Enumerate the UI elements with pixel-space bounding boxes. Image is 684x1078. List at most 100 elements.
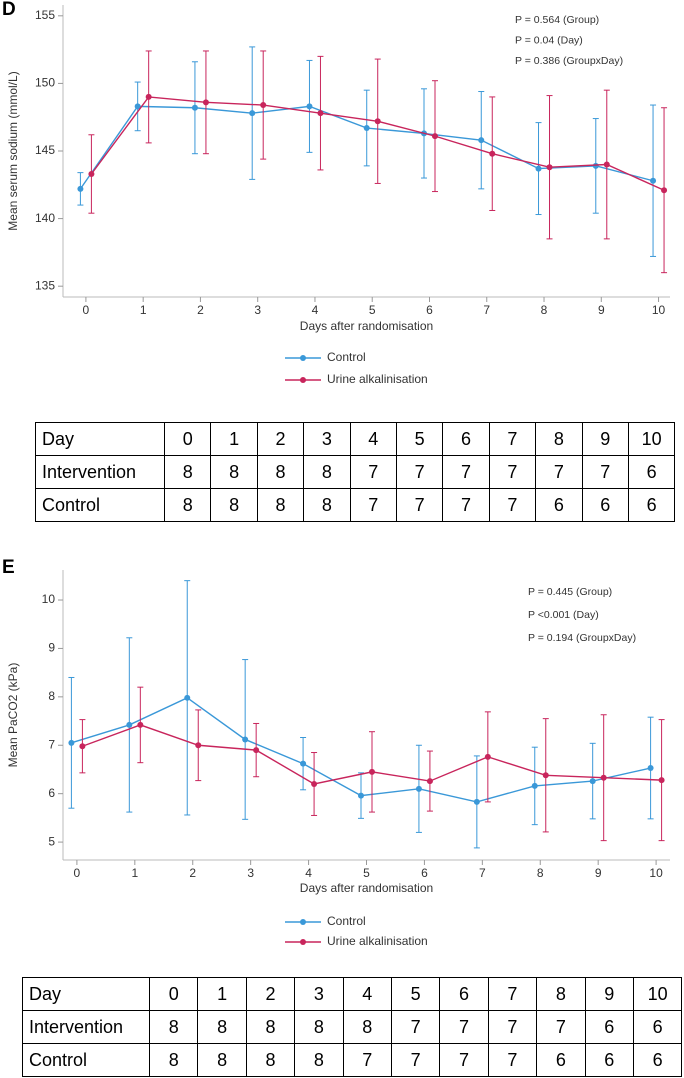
table-cell: 2 bbox=[245, 977, 296, 1011]
data-point bbox=[260, 102, 267, 109]
x-tick-label: 6 bbox=[421, 866, 428, 880]
data-point bbox=[253, 747, 260, 754]
table-cell: 7 bbox=[488, 488, 537, 522]
data-point bbox=[358, 792, 364, 799]
panel-label: E bbox=[2, 557, 15, 578]
table-row: Intervention 8 8 8 8 7 7 7 7 7 7 6 bbox=[35, 455, 676, 489]
table-cell: 8 bbox=[535, 422, 583, 456]
table-cell: 7 bbox=[390, 1010, 441, 1044]
y-tick-label: 140 bbox=[35, 211, 55, 225]
table-cell: 6 bbox=[581, 488, 629, 522]
table-cell: 7 bbox=[395, 455, 444, 489]
annotation: P = 0.386 (GroupxDay) bbox=[515, 55, 623, 67]
legend-label: Control bbox=[327, 350, 366, 364]
table-cell: 3 bbox=[294, 977, 344, 1011]
data-point bbox=[431, 133, 438, 140]
table-cell: 7 bbox=[349, 455, 397, 489]
annotation: P <0.001 (Day) bbox=[528, 609, 599, 621]
table-cell: 8 bbox=[294, 1043, 344, 1077]
x-tick-label: 5 bbox=[363, 866, 370, 880]
x-tick-label: 0 bbox=[74, 866, 81, 880]
x-tick-label: 3 bbox=[254, 303, 261, 317]
table-cell: 7 bbox=[390, 1043, 441, 1077]
table-cell: 7 bbox=[487, 1043, 538, 1077]
table-cell: 8 bbox=[256, 455, 305, 489]
table-cell: 6 bbox=[627, 488, 676, 522]
table-cell: 1 bbox=[197, 977, 247, 1011]
data-point bbox=[473, 798, 480, 805]
data-point bbox=[658, 777, 665, 784]
x-tick-label: 9 bbox=[598, 303, 605, 317]
table-cell: 6 bbox=[442, 422, 490, 456]
table-cell: 10 bbox=[632, 977, 683, 1011]
y-tick-label: 150 bbox=[35, 76, 55, 90]
x-axis-label: Days after randomisation bbox=[300, 881, 433, 895]
annotation: P = 0.04 (Day) bbox=[515, 34, 583, 46]
table-cell: 2 bbox=[256, 422, 305, 456]
table-cell: Day bbox=[22, 977, 150, 1011]
data-point bbox=[311, 780, 318, 787]
table-cell: 9 bbox=[581, 422, 629, 456]
table-cell: 6 bbox=[632, 1043, 683, 1077]
data-point bbox=[126, 721, 133, 728]
data-point bbox=[478, 137, 485, 144]
x-tick-label: 1 bbox=[140, 303, 147, 317]
table-cell: 7 bbox=[488, 455, 537, 489]
table-cell: 6 bbox=[439, 977, 489, 1011]
data-point bbox=[589, 778, 596, 785]
x-tick-label: 1 bbox=[131, 866, 138, 880]
data-point bbox=[426, 778, 433, 785]
table-cell: 7 bbox=[395, 488, 444, 522]
table-cell: 8 bbox=[210, 488, 258, 522]
table-cell: 7 bbox=[439, 1010, 489, 1044]
x-tick-label: 0 bbox=[83, 303, 90, 317]
y-tick-label: 155 bbox=[35, 8, 55, 22]
x-tick-label: 5 bbox=[369, 303, 376, 317]
x-axis-label: Days after randomisation bbox=[300, 319, 433, 333]
table-cell: 8 bbox=[303, 455, 351, 489]
table-cell: 7 bbox=[535, 455, 583, 489]
legend-marker bbox=[300, 939, 306, 945]
table-cell: 8 bbox=[163, 455, 212, 489]
y-axis-label: Mean PaCO2 (kPa) bbox=[6, 663, 20, 768]
table-cell: 4 bbox=[349, 422, 397, 456]
table-cell: 7 bbox=[442, 455, 490, 489]
data-point bbox=[546, 164, 553, 171]
legend-marker bbox=[300, 355, 306, 361]
y-tick-label: 9 bbox=[48, 641, 55, 655]
table-cell: Intervention bbox=[35, 455, 165, 489]
table-cell: Control bbox=[22, 1043, 150, 1077]
table-cell: 4 bbox=[342, 977, 392, 1011]
data-point bbox=[369, 768, 375, 775]
annotation: P = 0.564 (Group) bbox=[515, 14, 599, 26]
table-cell: 7 bbox=[439, 1043, 489, 1077]
data-point bbox=[79, 743, 86, 750]
data-point bbox=[145, 93, 152, 100]
data-point bbox=[415, 785, 422, 792]
x-tick-label: 2 bbox=[189, 866, 196, 880]
table-cell: 10 bbox=[627, 422, 676, 456]
table-cell: 8 bbox=[197, 1010, 247, 1044]
data-point bbox=[134, 103, 141, 110]
data-point bbox=[489, 150, 496, 157]
table-cell: 8 bbox=[342, 1010, 392, 1044]
y-tick-label: 10 bbox=[42, 592, 56, 606]
x-tick-label: 6 bbox=[426, 303, 433, 317]
table-cell: 1 bbox=[210, 422, 258, 456]
table-cell: 7 bbox=[487, 977, 538, 1011]
table-cell: 8 bbox=[163, 488, 212, 522]
table-cell: 7 bbox=[349, 488, 397, 522]
y-tick-label: 5 bbox=[48, 834, 55, 848]
table-cell: 6 bbox=[632, 1010, 683, 1044]
data-point bbox=[191, 104, 198, 111]
data-point bbox=[603, 161, 610, 168]
table-cell: 6 bbox=[584, 1010, 634, 1044]
legend-marker bbox=[300, 377, 306, 383]
table-cell: 7 bbox=[442, 488, 490, 522]
table-cell: 0 bbox=[163, 422, 212, 456]
table-cell: 8 bbox=[245, 1043, 296, 1077]
data-point bbox=[184, 694, 191, 701]
legend-marker bbox=[300, 919, 306, 925]
table-cell: 7 bbox=[342, 1043, 392, 1077]
